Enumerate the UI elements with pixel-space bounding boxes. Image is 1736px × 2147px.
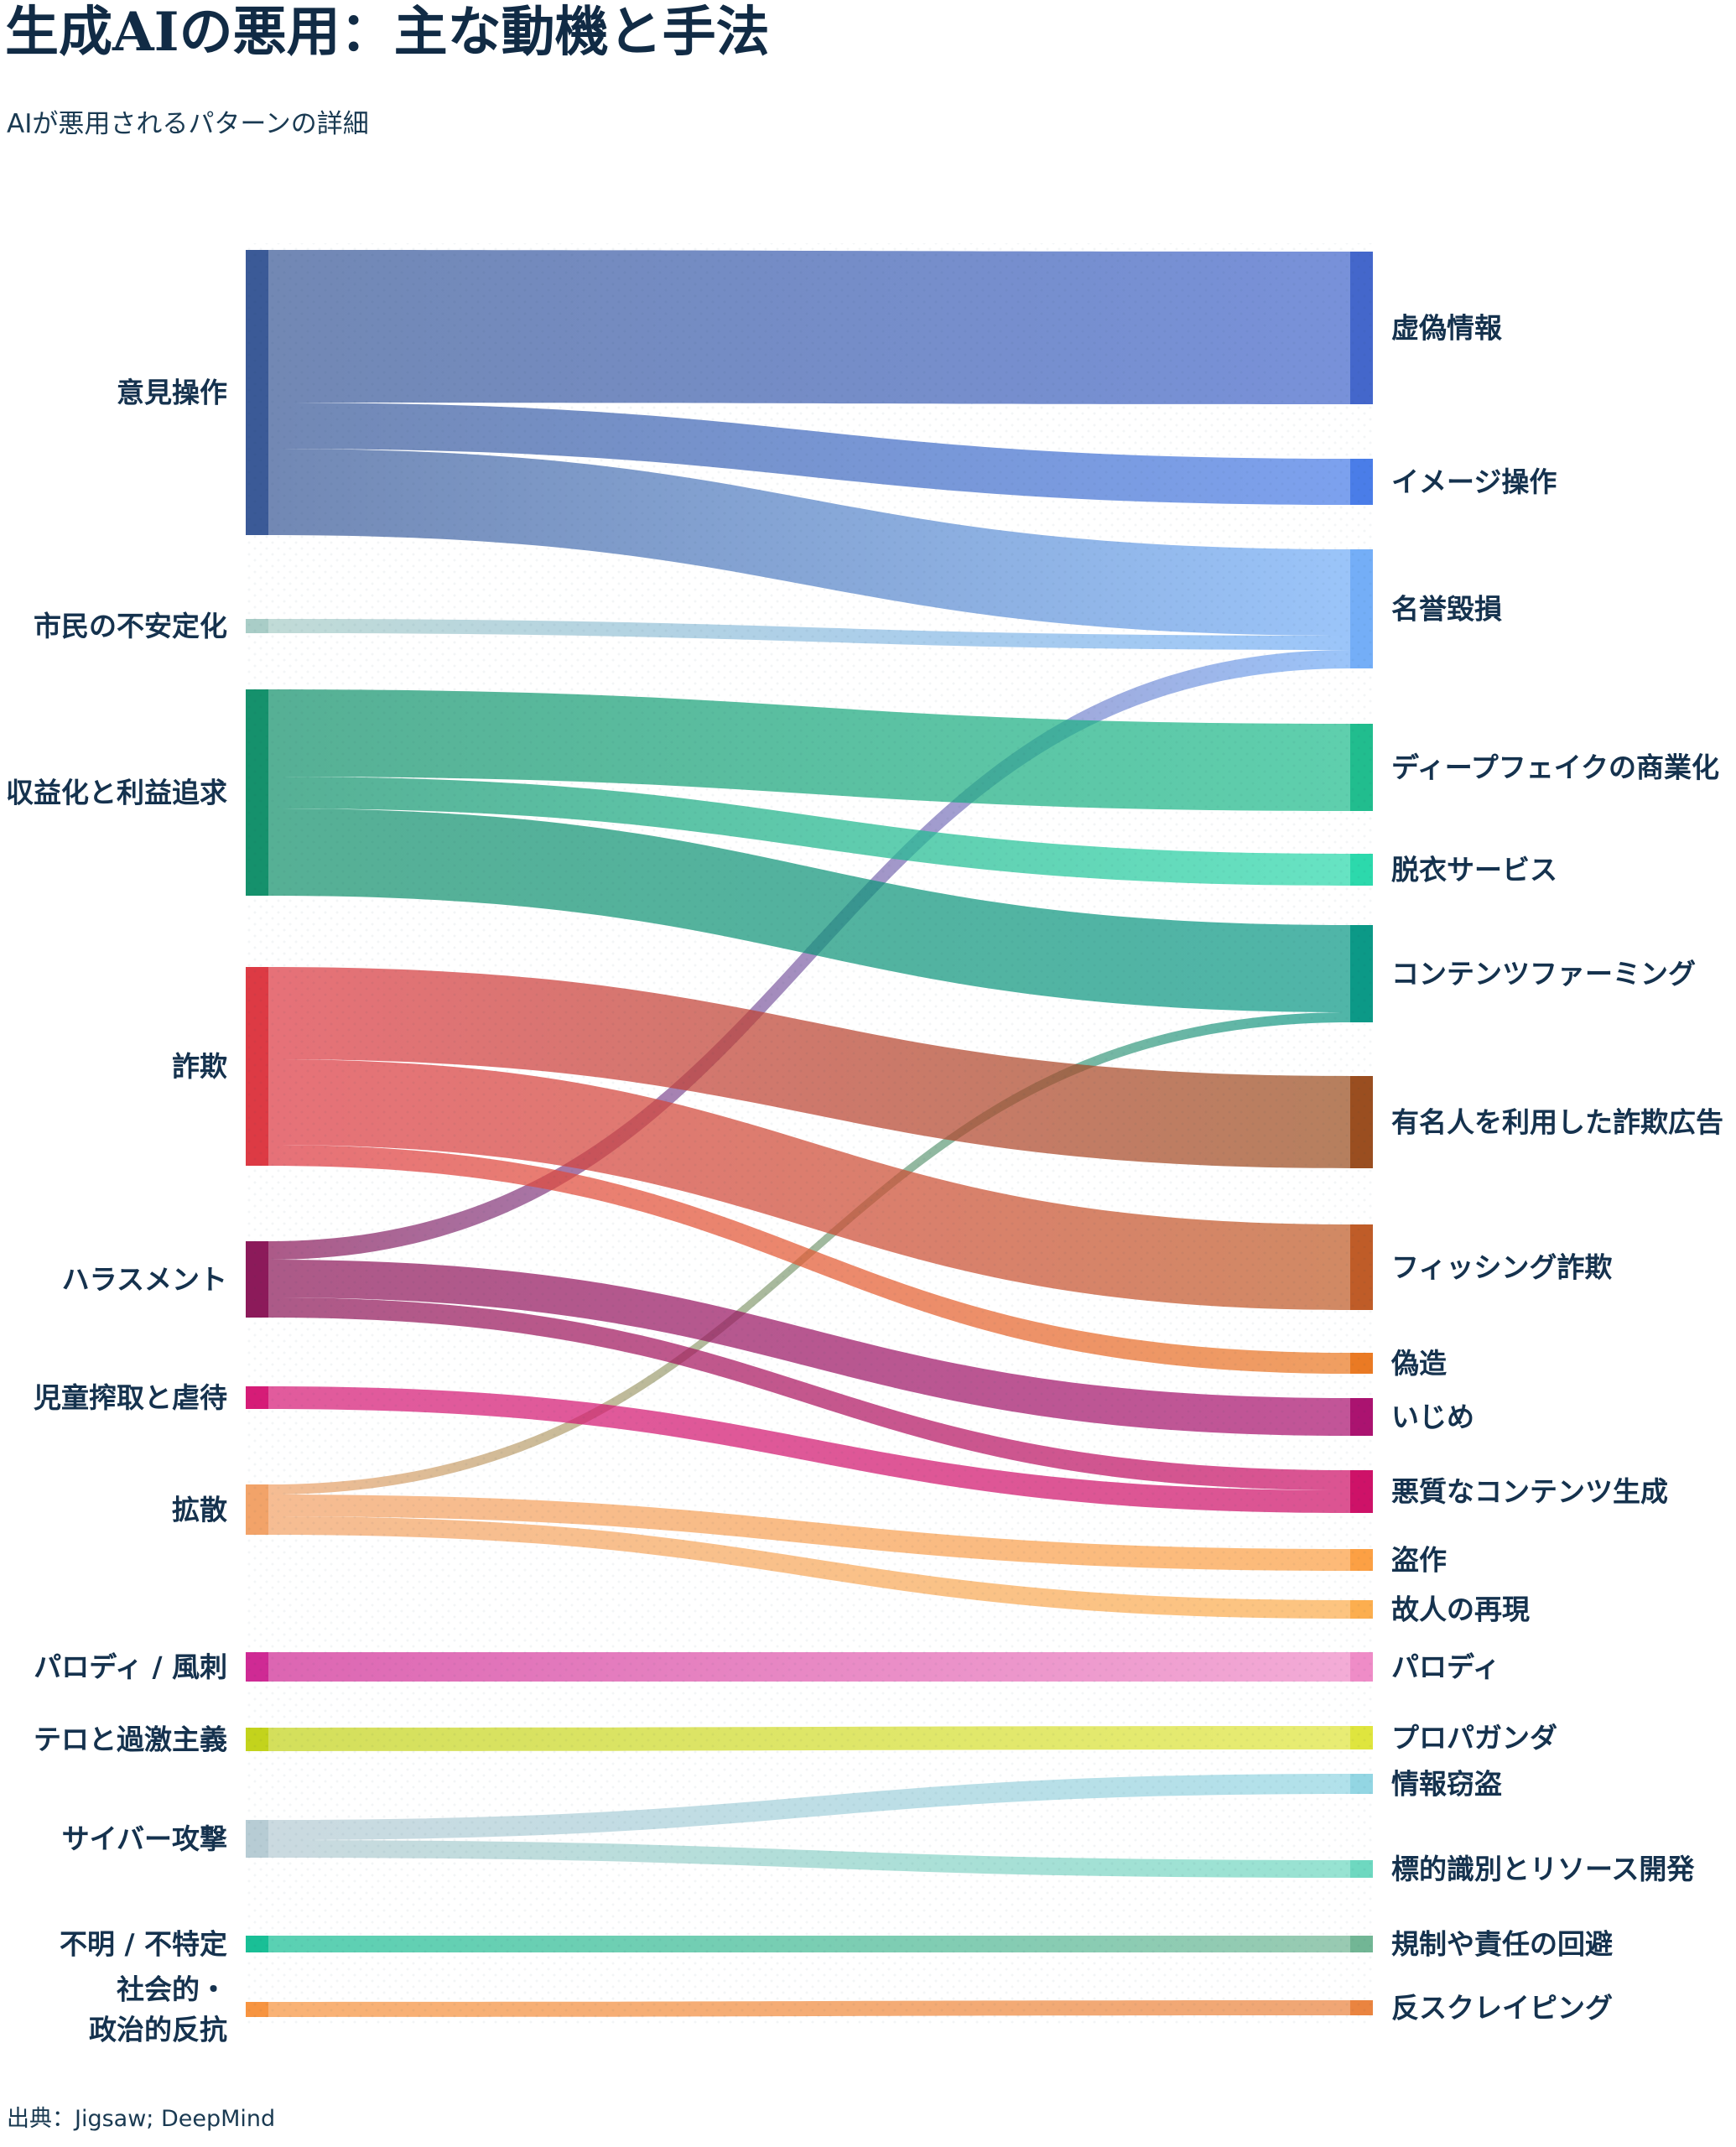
node-label-deepfake-commerce: ディープフェイクの商業化	[1391, 751, 1719, 784]
node-label-celebrity-scam-ads: 有名人を利用した詐欺広告	[1391, 1106, 1723, 1139]
node-label-defamation: 名誉毀損	[1391, 593, 1502, 626]
node-label-phishing: フィッシング詐欺	[1391, 1251, 1612, 1284]
node-label-malicious-content: 悪質なコンテンツ生成	[1391, 1475, 1668, 1508]
node-label-parody: パロディ	[1391, 1651, 1500, 1683]
source-note: 出典：Jigsaw; DeepMind	[7, 2106, 276, 2132]
node-label-opinion-manipulation: 意見操作	[117, 377, 227, 409]
node-label-counterfeiting: 偽造	[1390, 1347, 1447, 1380]
node-label-undressing-services: 脱衣サービス	[1391, 854, 1557, 886]
node-label-terrorism-extremism: テロと過激主義	[34, 1723, 227, 1756]
node-label-anti-scraping: 反スクレイピング	[1391, 1992, 1613, 2025]
page-title: 生成AIの悪用：主な動機と手法	[5, 1, 770, 64]
node-label-child-exploitation: 児童搾取と虐待	[34, 1381, 227, 1414]
node-label-cyber-attack: サイバー攻撃	[62, 1822, 227, 1855]
node-label-bullying: いじめ	[1391, 1401, 1474, 1433]
node-label-sociopolitical: 社会的・政治的反抗	[89, 1973, 227, 2046]
texture-overlay	[246, 243, 1373, 2025]
node-label-destabilization: 市民の不安定化	[34, 610, 227, 642]
page-subtitle: AIが悪用されるパターンの詳細	[7, 109, 369, 139]
node-label-fraud: 詐欺	[172, 1050, 227, 1083]
node-label-parody-satire: パロディ / 風刺	[34, 1651, 227, 1683]
node-label-plagiarism: 盗作	[1391, 1544, 1447, 1577]
node-label-regulation-evasion: 規制や責任の回避	[1391, 1928, 1613, 1961]
node-label-amplification: 拡散	[172, 1494, 227, 1526]
node-label-deceased-recreation: 故人の再現	[1391, 1593, 1530, 1626]
node-label-information-theft: 情報窃盗	[1391, 1768, 1502, 1801]
node-label-unknown-unspecified: 不明 / 不特定	[60, 1928, 227, 1961]
node-label-image-manipulation: イメージ操作	[1391, 465, 1557, 498]
node-label-target-identification: 標的識別とリソース開発	[1391, 1853, 1695, 1885]
node-label-propaganda: プロパガンダ	[1391, 1722, 1557, 1755]
node-label-disinformation: 虚偽情報	[1391, 312, 1502, 345]
node-label-harassment: ハラスメント	[62, 1263, 227, 1296]
node-label-monetization: 収益化と利益追求	[6, 777, 227, 809]
node-label-content-farming: コンテンツファーミング	[1391, 958, 1696, 990]
